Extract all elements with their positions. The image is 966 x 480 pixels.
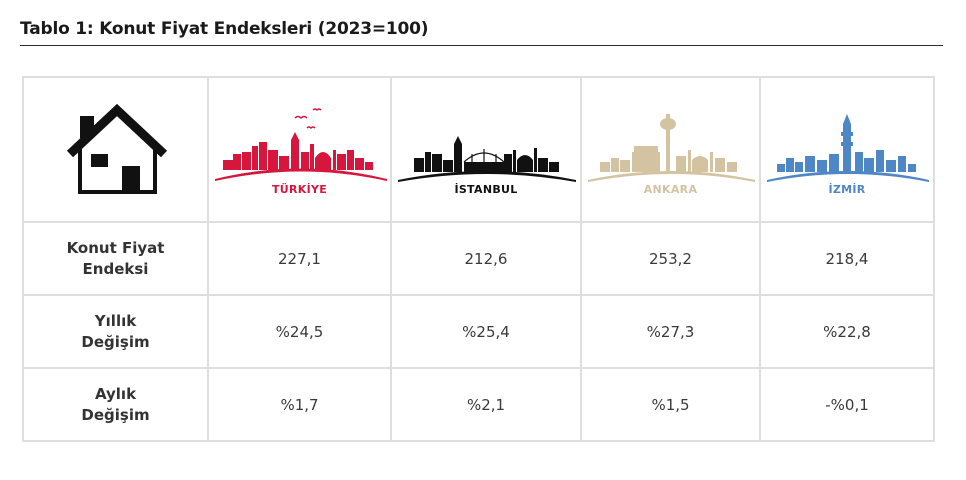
value-cell: %24,5 bbox=[207, 294, 392, 369]
value-cell: %25,4 bbox=[390, 294, 582, 369]
value-cell: 253,2 bbox=[580, 221, 761, 296]
corner-cell bbox=[22, 76, 209, 223]
column-header-istanbul: İSTANBUL bbox=[390, 76, 582, 223]
row-label: Yıllık Değişim bbox=[22, 294, 209, 369]
turkiye-skyline-icon bbox=[215, 108, 387, 181]
row-label: Aylık Değişim bbox=[22, 367, 209, 442]
house-icon bbox=[66, 103, 168, 194]
row-label-line: Yıllık bbox=[94, 311, 137, 330]
table-row-monthly: Aylık Değişim %1,7 %2,1 %1,5 -%0,1 bbox=[22, 367, 935, 442]
title-divider bbox=[20, 45, 943, 46]
istanbul-skyline-icon bbox=[398, 136, 576, 182]
value-cell: %1,7 bbox=[207, 367, 392, 442]
value-cell: 212,6 bbox=[390, 221, 582, 296]
value-cell: %2,1 bbox=[390, 367, 582, 442]
row-label-line: Aylık bbox=[94, 384, 137, 403]
city-name-izmir: İZMİR bbox=[828, 183, 866, 196]
row-label-line: Değişim bbox=[81, 332, 150, 351]
column-header-izmir: İZMİR bbox=[759, 76, 935, 223]
row-label: Konut Fiyat Endeksi bbox=[22, 221, 209, 296]
price-index-table: TÜRKİYE bbox=[22, 76, 935, 442]
header-row: TÜRKİYE bbox=[22, 76, 935, 223]
row-label-line: Endeksi bbox=[82, 259, 149, 278]
city-name-ankara: ANKARA bbox=[643, 183, 698, 196]
table-row-annual: Yıllık Değişim %24,5 %25,4 %27,3 %22,8 bbox=[22, 294, 935, 369]
value-cell: 218,4 bbox=[759, 221, 935, 296]
table-row-index: Konut Fiyat Endeksi 227,1 212,6 253,2 21… bbox=[22, 221, 935, 296]
value-cell: -%0,1 bbox=[759, 367, 935, 442]
city-name-turkiye: TÜRKİYE bbox=[271, 183, 328, 196]
value-cell: %22,8 bbox=[759, 294, 935, 369]
page-title: Tablo 1: Konut Fiyat Endeksleri (2023=10… bbox=[20, 19, 429, 39]
row-label-line: Değişim bbox=[81, 405, 150, 424]
value-cell: 227,1 bbox=[207, 221, 392, 296]
value-cell: %27,3 bbox=[580, 294, 761, 369]
city-name-istanbul: İSTANBUL bbox=[454, 183, 518, 196]
izmir-skyline-icon bbox=[767, 114, 929, 182]
row-label-line: Konut Fiyat bbox=[66, 238, 165, 257]
column-header-turkiye: TÜRKİYE bbox=[207, 76, 392, 223]
ankara-skyline-icon bbox=[588, 114, 755, 182]
column-header-ankara: ANKARA bbox=[580, 76, 761, 223]
value-cell: %1,5 bbox=[580, 367, 761, 442]
